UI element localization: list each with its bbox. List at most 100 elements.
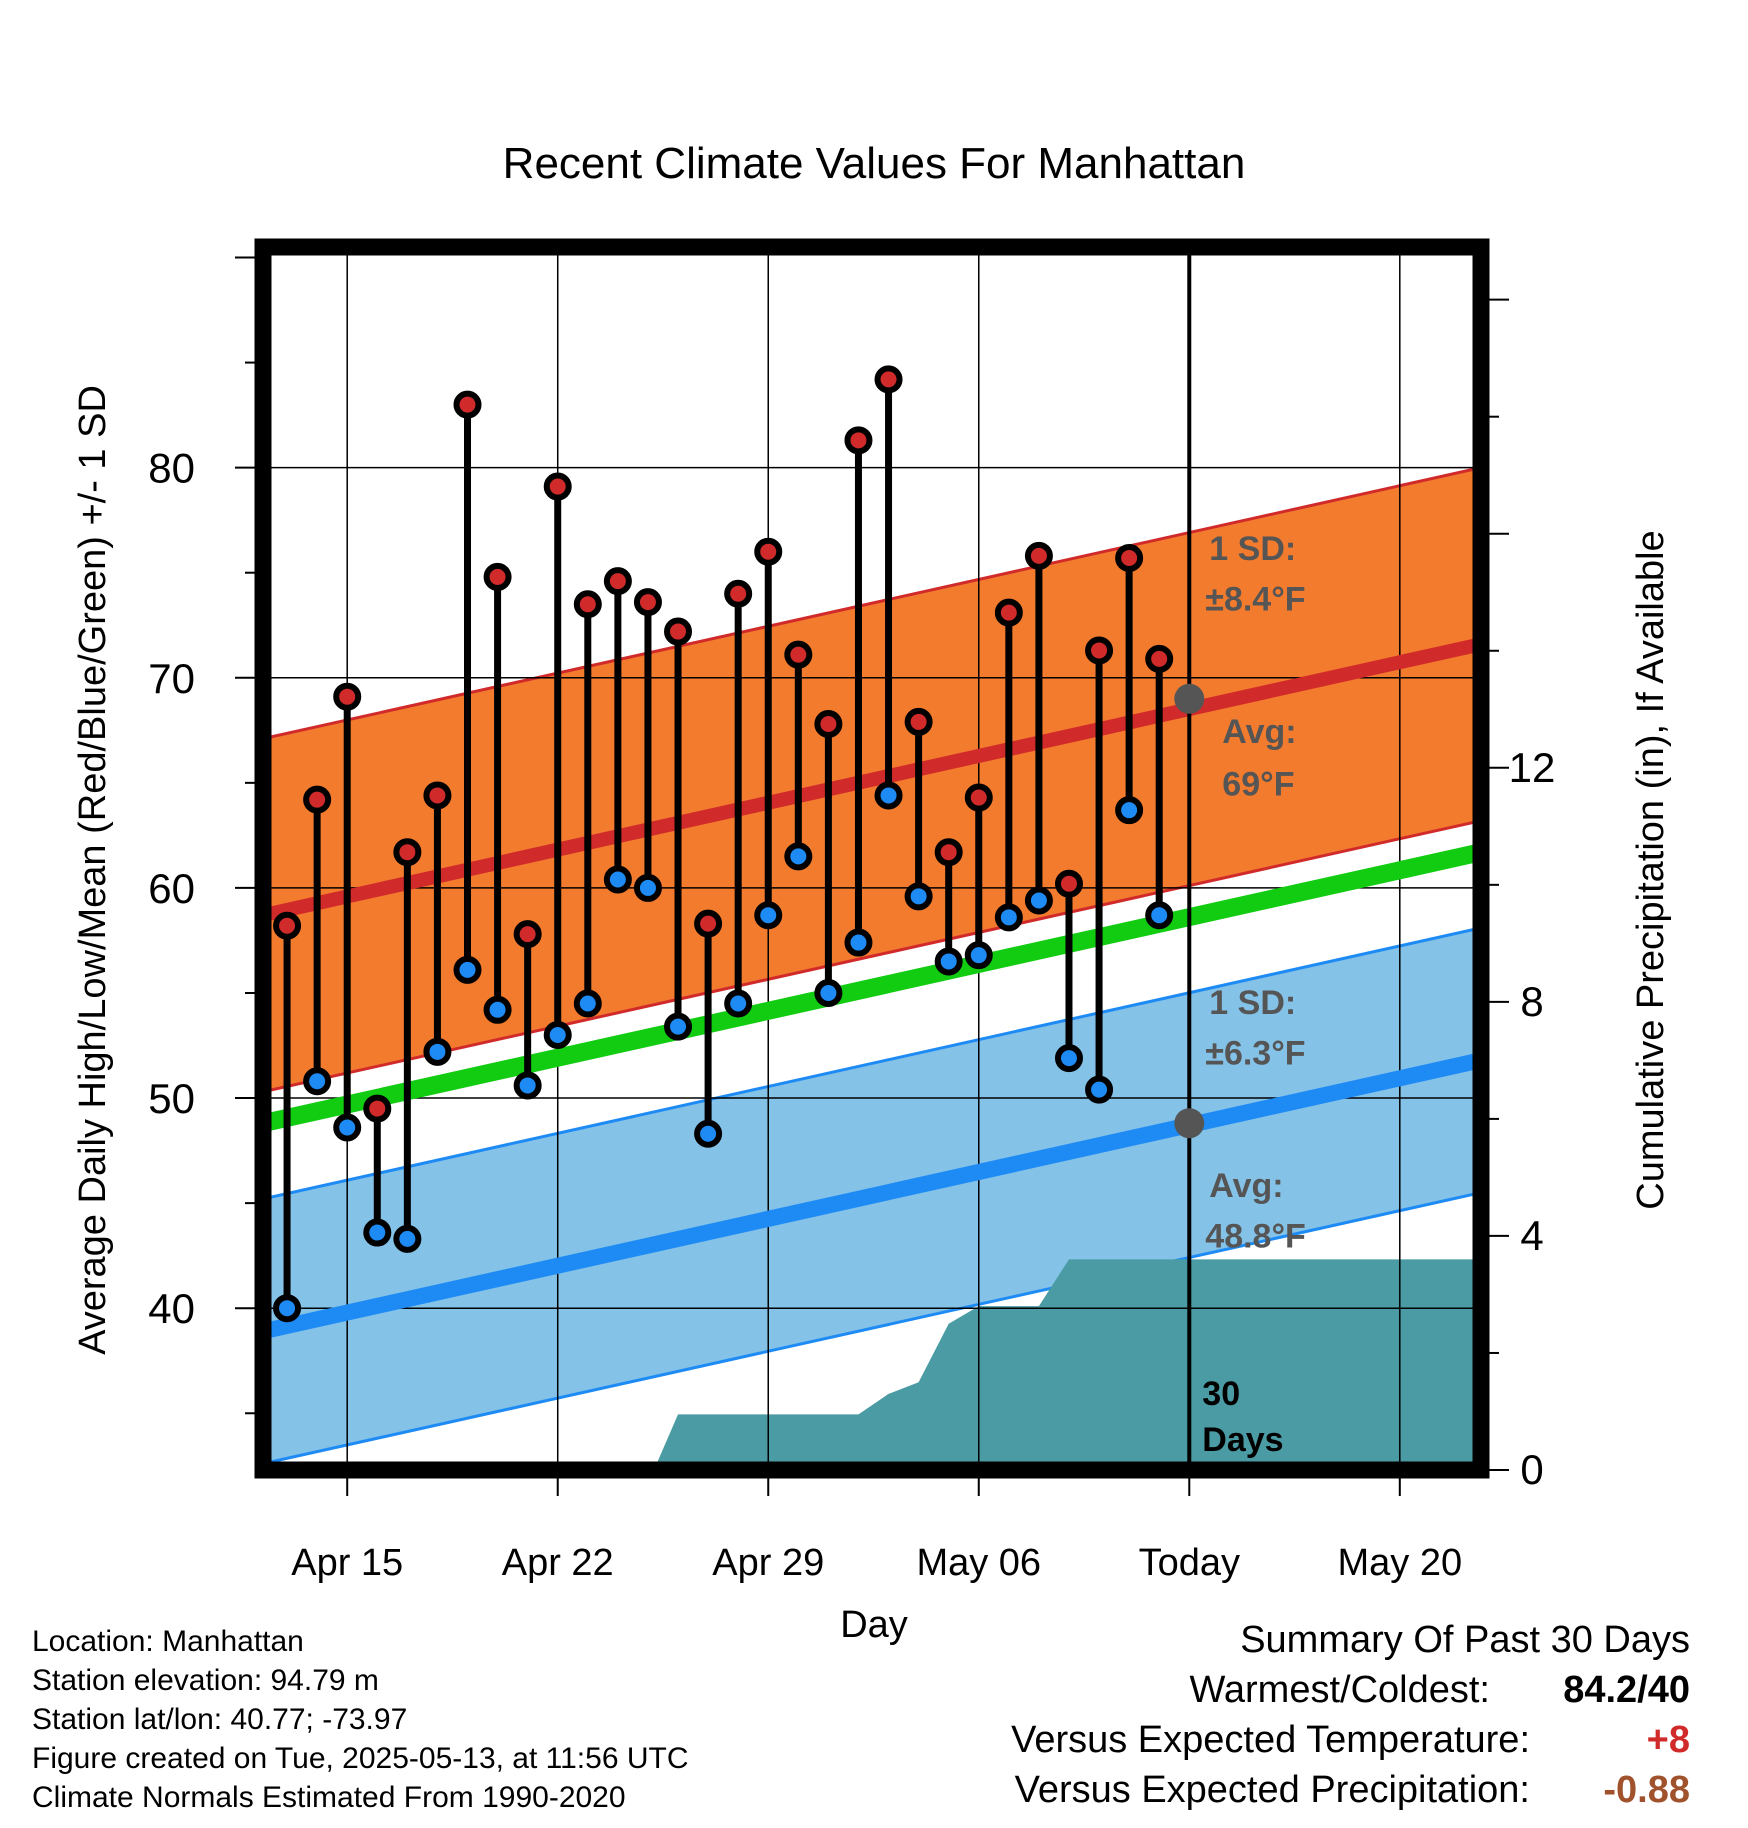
summary-title: Summary Of Past 30 Days [1011,1615,1690,1665]
observed-low-point [814,978,843,1007]
observed-high-point [1024,541,1053,570]
elevation-text: Station elevation: 94.79 m [32,1664,379,1697]
observed-low-point [393,1224,422,1253]
location-text: Location: Manhattan [32,1625,304,1658]
observed-low-point [1024,886,1053,915]
y2-tick-label: 4 [1520,1212,1543,1259]
y2-tick-label: 12 [1509,744,1556,791]
y2-axis-label: Cumulative Precipitation (in), If Availa… [1630,530,1672,1209]
observed-high-point [543,472,572,501]
plot-clipped [263,247,1481,1470]
high-avg-value: 69°F [1222,765,1294,803]
low-avg-value: 48.8°F [1205,1217,1306,1255]
observed-high-point [814,710,843,739]
observed-high-point [333,682,362,711]
observed-high-point [273,911,302,940]
y-tick-label: 60 [148,865,195,912]
observed-low-point [1145,901,1174,930]
observed-high-point [934,838,963,867]
low-sd-lower-line [263,1191,1481,1466]
observed-high-point [1115,544,1144,573]
observed-low-point [453,955,482,984]
observed-high-point [784,640,813,669]
low-sd-label: 1 SD: [1209,984,1296,1022]
observed-high-point [633,588,662,617]
created-text: Figure created on Tue, 2025-05-13, at 11… [32,1742,689,1775]
x-tick-label: May 20 [1337,1542,1462,1584]
observed-high-point [603,567,632,596]
observed-low-point [934,947,963,976]
observed-high-point [844,426,873,455]
temp-value: +8 [1646,1719,1690,1761]
precip-row: Versus Expected Precipitation: -0.88 [1011,1765,1690,1815]
observed-low-point [1054,1044,1083,1073]
observed-high-point [1085,636,1114,665]
observed-low-point [874,781,903,810]
high-sd-lower-line [263,819,1481,1094]
observed-high-point [393,838,422,867]
warmest-label: Warmest/Coldest: [1189,1669,1490,1711]
warmest-value: 84.2/40 [1563,1669,1690,1711]
observed-low-point [664,1012,693,1041]
summary-title-text: Summary Of Past 30 Days [1240,1619,1690,1661]
y-axis-label: Average Daily High/Low/Mean (Red/Blue/Gr… [72,385,114,1355]
days-count-number: 30 [1202,1375,1240,1413]
observed-low-point [1085,1075,1114,1104]
plot-frame [254,238,1490,1479]
normal-low-line [263,1052,1481,1340]
high-sd-value: ±8.4°F [1205,581,1305,619]
observed-low-point [964,941,993,970]
observed-low-point [904,882,933,911]
observed-low-point [513,1071,542,1100]
observed-high-point [513,920,542,949]
observed-low-point [784,842,813,871]
observed-low-point [303,1067,332,1096]
x-tick-label: Apr 22 [502,1542,614,1584]
observed-low-point [754,901,783,930]
observed-high-point [453,390,482,419]
low-avg-label: Avg: [1209,1167,1283,1205]
plot-area: 1 SD: ±8.4°F Avg: 69°F 1 SD: ±6.3°F Avg: 48.8°F… [148,238,1556,1584]
observed-high-point [724,579,753,608]
observed-high-point [1145,644,1174,673]
observed-low-point [543,1021,572,1050]
y-tick-label: 80 [148,445,195,492]
observed-low-point [1115,796,1144,825]
observed-high-point [1054,869,1083,898]
normals-text: Climate Normals Estimated From 1990-2020 [32,1781,626,1814]
y2-tick-label: 8 [1520,978,1543,1025]
observed-high-point [303,785,332,814]
observed-low-point [844,928,873,957]
high-avg-label: Avg: [1222,713,1296,751]
x-tick-label: Today [1139,1542,1240,1584]
observed-low-point [603,865,632,894]
normal-mean-line [263,843,1481,1133]
precip-value: -0.88 [1603,1769,1690,1811]
observed-high-point [483,562,512,591]
observed-low-point [633,873,662,902]
observed-low-point [273,1294,302,1323]
y-tick-label: 40 [148,1285,195,1332]
observed-low-point [333,1113,362,1142]
observed-high-point [754,537,783,566]
y-tick-label: 70 [148,655,195,702]
x-tick-label: Apr 29 [712,1542,824,1584]
observed-high-point [664,617,693,646]
observed-low-point [423,1037,452,1066]
observed-high-point [573,590,602,619]
precip-label: Versus Expected Precipitation: [1014,1769,1530,1811]
observed-low-point [994,903,1023,932]
observed-low-point [573,989,602,1018]
precipitation-area [263,1259,1481,1470]
observed-low-point [724,989,753,1018]
temp-label: Versus Expected Temperature: [1011,1719,1530,1761]
temp-row: Versus Expected Temperature: +8 [1011,1715,1690,1765]
x-tick-label: Apr 15 [291,1542,403,1584]
observed-low-point [483,995,512,1024]
observed-low-point [363,1218,392,1247]
high-avg-marker [1174,683,1205,714]
station-info: Location: Manhattan Station elevation: 9… [32,1622,689,1817]
low-sd-upper-line [263,926,1481,1201]
observed-high-point [694,909,723,938]
chart-title: Recent Climate Values For Manhattan [503,139,1246,188]
